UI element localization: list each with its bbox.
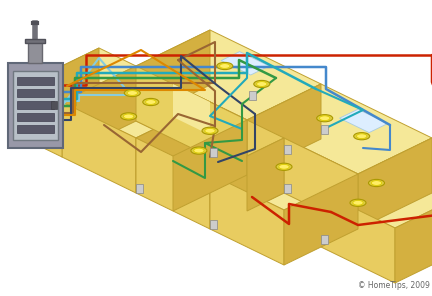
- Polygon shape: [247, 84, 321, 175]
- Ellipse shape: [219, 64, 230, 68]
- Bar: [321, 125, 327, 133]
- Bar: [25, 126, 32, 136]
- Polygon shape: [173, 120, 247, 211]
- Ellipse shape: [205, 128, 215, 133]
- Polygon shape: [8, 63, 63, 148]
- Polygon shape: [62, 66, 210, 138]
- Polygon shape: [13, 71, 58, 140]
- Ellipse shape: [143, 98, 159, 106]
- Ellipse shape: [202, 127, 218, 134]
- Ellipse shape: [254, 81, 270, 88]
- Polygon shape: [210, 174, 284, 265]
- Polygon shape: [247, 84, 432, 174]
- Ellipse shape: [194, 148, 204, 153]
- Bar: [210, 220, 216, 229]
- Bar: [283, 184, 290, 192]
- Polygon shape: [284, 174, 358, 265]
- Polygon shape: [247, 120, 358, 229]
- Polygon shape: [25, 48, 136, 102]
- Polygon shape: [136, 138, 210, 229]
- Bar: [248, 91, 255, 99]
- Ellipse shape: [191, 147, 207, 154]
- Ellipse shape: [127, 91, 137, 95]
- Polygon shape: [136, 102, 210, 193]
- Polygon shape: [25, 48, 99, 139]
- Bar: [136, 184, 143, 192]
- Ellipse shape: [353, 200, 363, 205]
- Polygon shape: [247, 138, 284, 211]
- Ellipse shape: [257, 82, 267, 86]
- Polygon shape: [358, 138, 432, 229]
- Polygon shape: [321, 192, 395, 283]
- Polygon shape: [136, 30, 321, 120]
- Polygon shape: [210, 138, 284, 229]
- Ellipse shape: [356, 134, 367, 139]
- Polygon shape: [210, 138, 358, 210]
- Polygon shape: [340, 109, 388, 133]
- Ellipse shape: [121, 113, 137, 120]
- Polygon shape: [136, 66, 247, 175]
- Polygon shape: [395, 174, 432, 283]
- Polygon shape: [25, 39, 45, 43]
- Ellipse shape: [354, 133, 370, 140]
- Ellipse shape: [350, 199, 366, 206]
- Ellipse shape: [124, 89, 140, 96]
- Ellipse shape: [276, 163, 292, 170]
- Bar: [283, 144, 290, 154]
- Text: © HomeTips, 2009: © HomeTips, 2009: [358, 281, 430, 290]
- Bar: [17, 125, 54, 133]
- Bar: [17, 113, 54, 121]
- Polygon shape: [136, 66, 247, 175]
- Polygon shape: [28, 41, 42, 63]
- Bar: [17, 77, 54, 85]
- Polygon shape: [62, 30, 210, 157]
- Ellipse shape: [317, 115, 333, 122]
- Ellipse shape: [320, 116, 330, 120]
- Polygon shape: [321, 138, 432, 228]
- Ellipse shape: [146, 99, 156, 104]
- Polygon shape: [221, 52, 269, 75]
- Polygon shape: [62, 102, 136, 193]
- Ellipse shape: [279, 164, 289, 169]
- Ellipse shape: [368, 179, 384, 186]
- Bar: [51, 101, 57, 109]
- Ellipse shape: [124, 114, 134, 119]
- Bar: [17, 101, 54, 109]
- Bar: [210, 147, 216, 157]
- Polygon shape: [25, 84, 62, 157]
- Polygon shape: [136, 102, 284, 174]
- Bar: [17, 89, 54, 97]
- Bar: [321, 234, 327, 244]
- Ellipse shape: [371, 181, 382, 185]
- Polygon shape: [173, 84, 210, 135]
- Ellipse shape: [217, 62, 233, 70]
